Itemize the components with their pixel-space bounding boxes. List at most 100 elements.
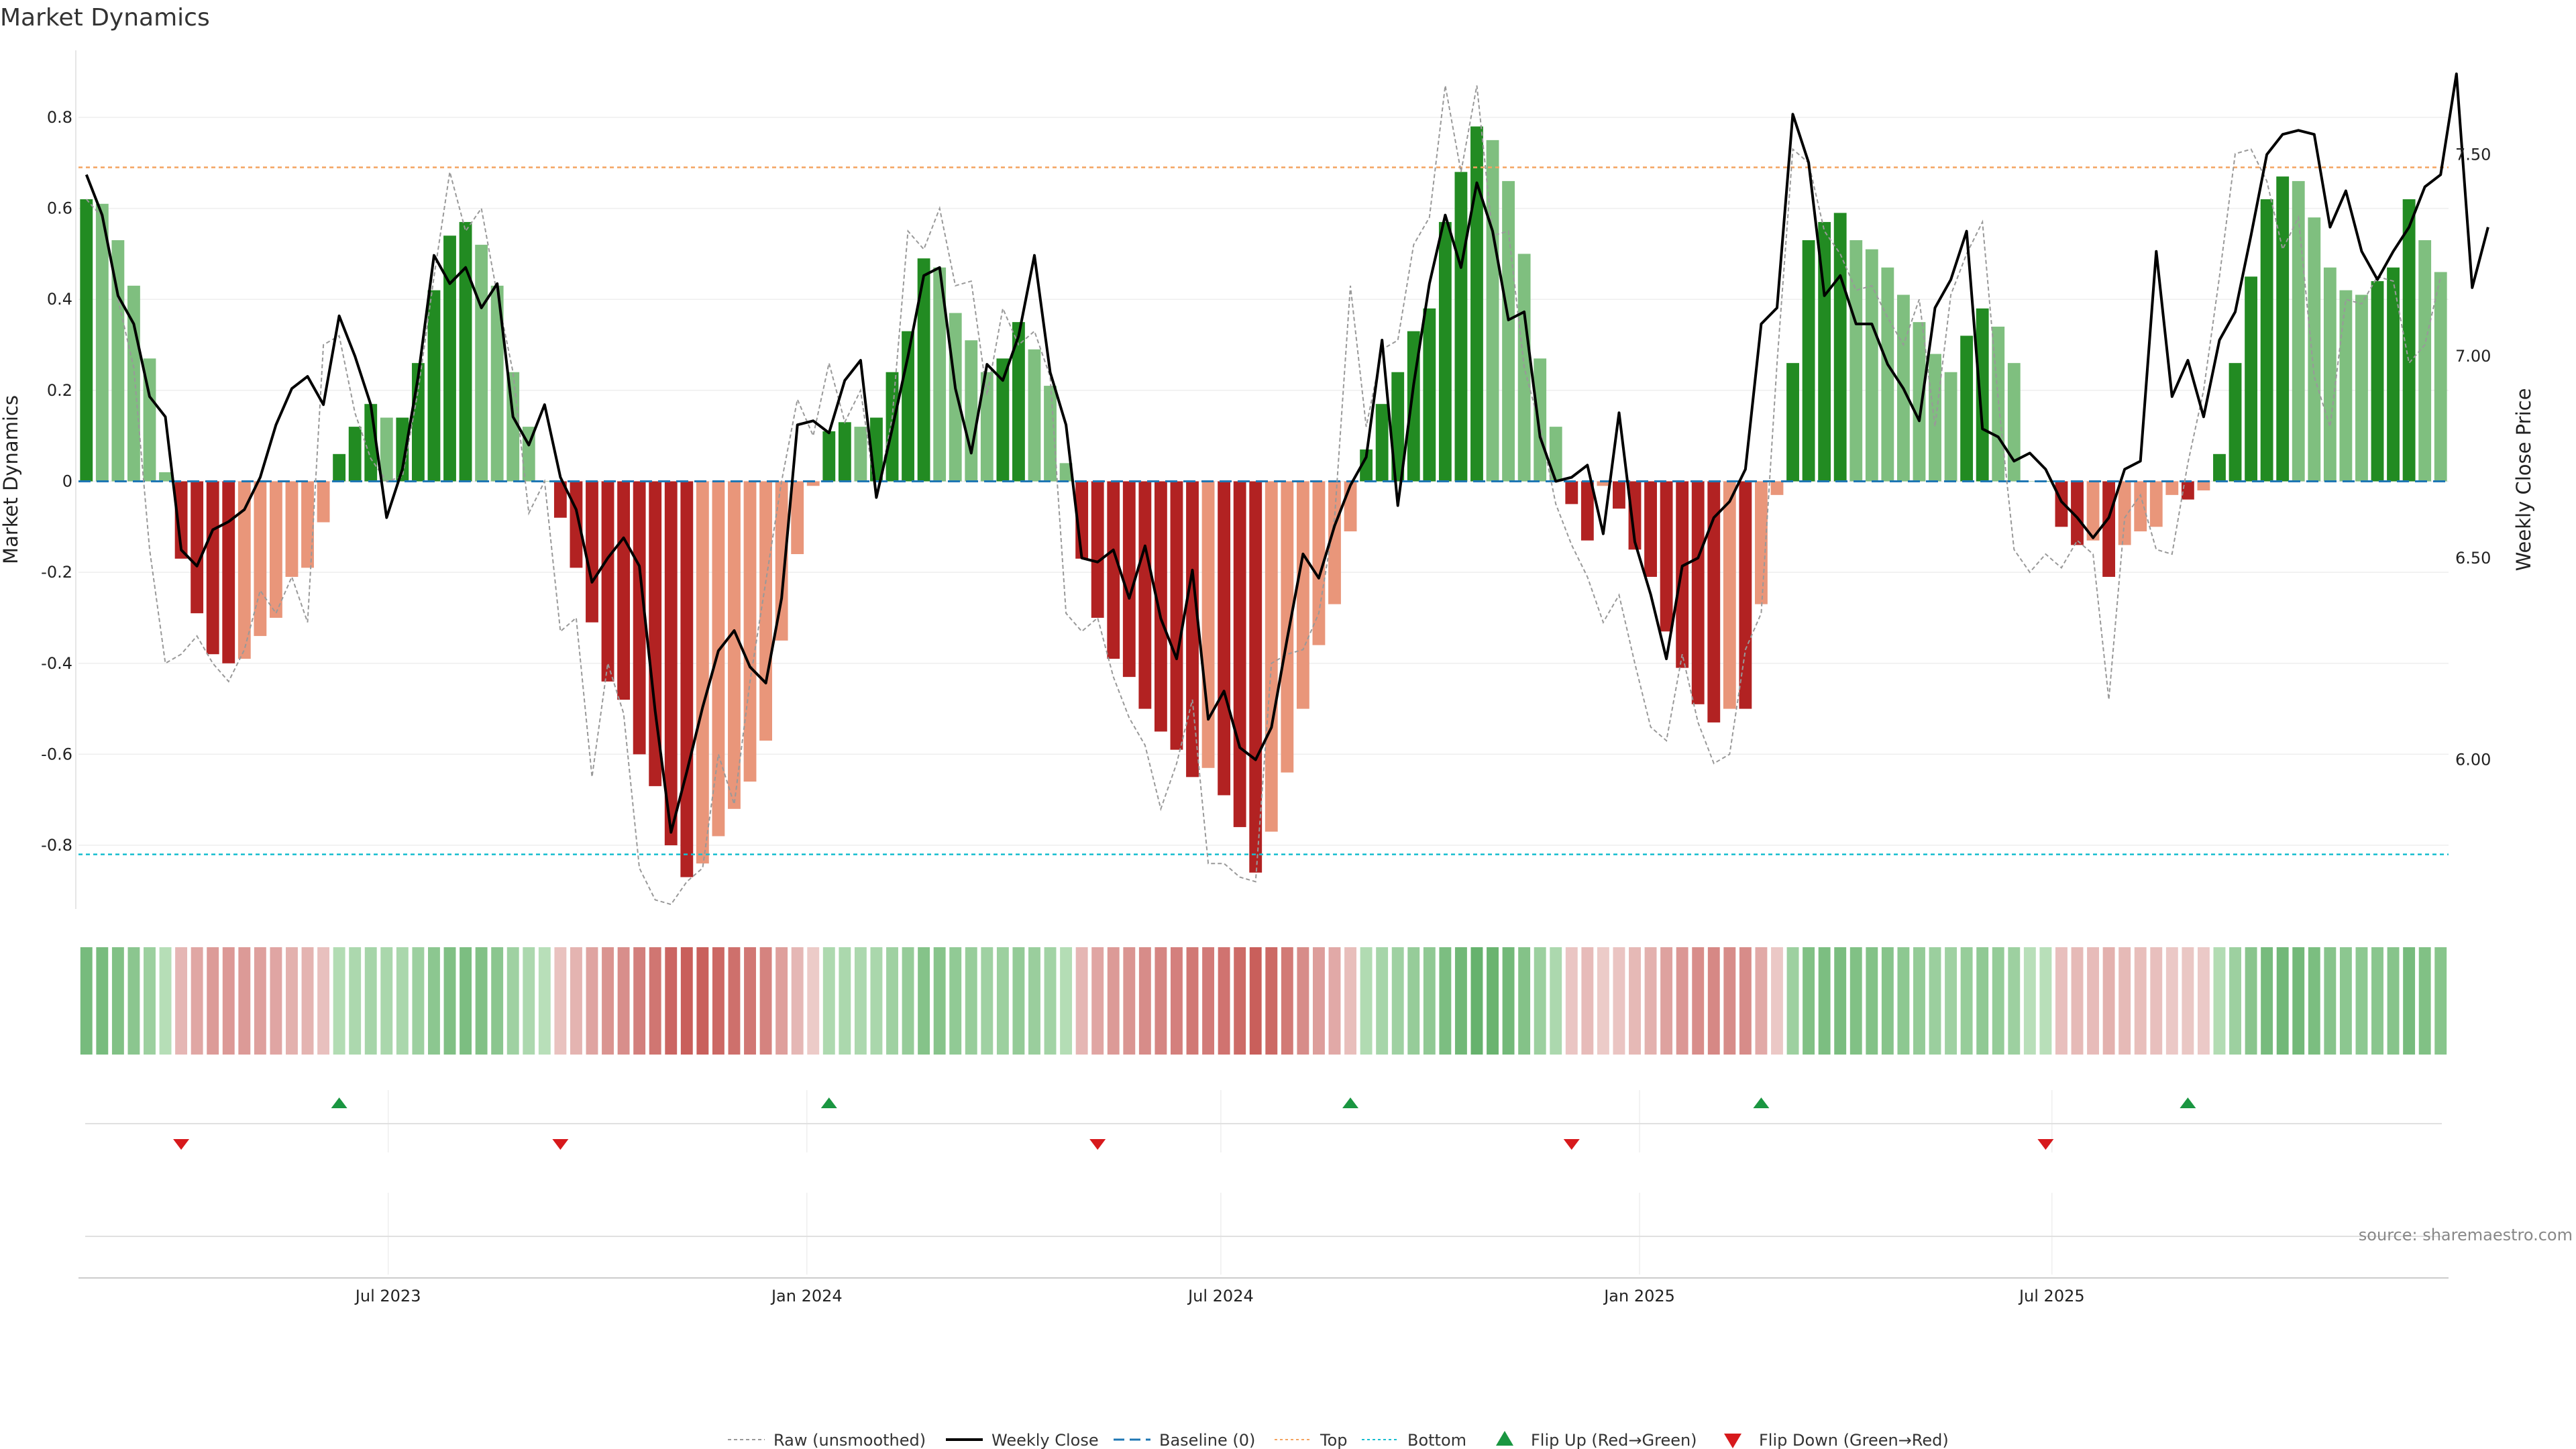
ribbon-cell	[1138, 947, 1151, 1055]
dynamics-bar	[269, 481, 282, 618]
x-tick-label: Jan 2025	[1603, 1287, 1675, 1305]
ribbon-cell	[1454, 947, 1467, 1055]
ribbon-cell	[1075, 947, 1088, 1055]
dynamics-bar	[553, 481, 567, 518]
ribbon-cell	[586, 947, 598, 1055]
dynamics-bar	[2007, 363, 2021, 482]
dynamics-bar	[237, 481, 251, 659]
dynamics-bar	[775, 481, 788, 641]
dynamics-bar	[1470, 126, 1483, 482]
ribbon-cell	[554, 947, 567, 1055]
dynamics-bar	[1644, 481, 1657, 577]
flip-up-marker	[1342, 1097, 1359, 1108]
ribbon-cell	[2150, 947, 2163, 1055]
dynamics-bar	[2055, 481, 2068, 527]
dynamics-bar	[917, 258, 930, 482]
dynamics-bar	[949, 313, 962, 482]
ribbon-cell	[427, 947, 440, 1055]
ribbon-cell	[2055, 947, 2068, 1055]
ribbon-cell	[1897, 947, 1910, 1055]
dynamics-bar	[2434, 272, 2447, 482]
ribbon-cell	[2165, 947, 2178, 1055]
dynamics-bar	[459, 221, 472, 482]
ribbon-cell	[2182, 947, 2194, 1055]
dynamics-bar	[1786, 363, 1799, 482]
dynamics-bar	[2418, 240, 2432, 482]
dynamics-bar	[159, 472, 172, 482]
ribbon-cell	[996, 947, 1009, 1055]
dynamics-bar	[1312, 481, 1326, 645]
ribbon-cell	[1218, 947, 1230, 1055]
ribbon-cell	[1360, 947, 1373, 1055]
ribbon-cell	[2134, 947, 2147, 1055]
ribbon-cell	[949, 947, 962, 1055]
ribbon-cell	[1945, 947, 1957, 1055]
ribbon-cell	[1107, 947, 1120, 1055]
y-tick-label-left: 0.6	[47, 199, 72, 218]
dynamics-bar	[2071, 481, 2084, 545]
dynamics-bar	[1375, 404, 1389, 482]
ribbon-cell	[301, 947, 314, 1055]
dynamics-bar	[80, 199, 93, 482]
ribbon-cell	[1518, 947, 1531, 1055]
dynamics-bar	[1944, 372, 1957, 482]
ribbon-cell	[570, 947, 582, 1055]
dynamics-bar	[617, 481, 631, 700]
ribbon-cell	[1629, 947, 1641, 1055]
legend: Raw (unsmoothed) Weekly Close Baseline (…	[728, 1431, 1949, 1449]
dynamics-bar	[1218, 481, 1231, 796]
ribbon-cell	[1755, 947, 1768, 1055]
ribbon-cell	[2276, 947, 2289, 1055]
ribbon-cell	[2102, 947, 2115, 1055]
legend-baseline-label: Baseline (0)	[1159, 1431, 1255, 1449]
flip-up-marker	[2180, 1097, 2196, 1108]
ribbon-cell	[1502, 947, 1515, 1055]
ribbon-cell	[2355, 947, 2368, 1055]
dynamics-bar	[1296, 481, 1309, 709]
dynamics-bar	[333, 453, 346, 482]
ribbon-cell	[80, 947, 93, 1055]
dynamics-bar	[2086, 481, 2100, 541]
ribbon-cell	[680, 947, 693, 1055]
ribbon-cell	[1676, 947, 1688, 1055]
ribbon-cell	[1803, 947, 1815, 1055]
ribbon-cell	[127, 947, 140, 1055]
ribbon-cell	[1487, 947, 1499, 1055]
ribbon-cell	[1297, 947, 1309, 1055]
dynamics-bar	[1012, 322, 1025, 482]
ribbon-cell	[696, 947, 709, 1055]
flip-up-marker	[1753, 1097, 1770, 1108]
dynamics-bar	[1929, 354, 1941, 482]
ribbon-cell	[2292, 947, 2305, 1055]
ribbon-cell	[1186, 947, 1199, 1055]
dynamics-bar	[396, 417, 409, 482]
ribbon-cell	[1929, 947, 1941, 1055]
dynamics-bar	[1454, 172, 1468, 482]
ribbon-cell	[270, 947, 282, 1055]
dynamics-bar	[1802, 240, 1815, 482]
x-tick-label: Jul 2025	[2018, 1287, 2085, 1305]
ribbon-cell	[523, 947, 535, 1055]
dynamics-bar	[822, 431, 836, 482]
ribbon-cell	[933, 947, 946, 1055]
ribbon-cell	[965, 947, 977, 1055]
ribbon-cell	[775, 947, 788, 1055]
dynamics-bar	[1107, 481, 1120, 659]
dynamics-bar	[854, 427, 867, 482]
flip-down-marker	[1563, 1139, 1580, 1150]
ribbon-cell	[475, 947, 488, 1055]
ribbon-cell	[2371, 947, 2383, 1055]
ribbon-cell	[665, 947, 678, 1055]
dynamics-bar	[933, 267, 947, 482]
dynamics-bar	[601, 481, 614, 682]
dynamics-bar	[1818, 221, 1831, 482]
dynamics-bar	[2355, 294, 2368, 482]
dynamics-bar	[1565, 481, 1578, 504]
ribbon-cell	[1376, 947, 1389, 1055]
ribbon-cell	[1581, 947, 1594, 1055]
ribbon-cell	[2261, 947, 2273, 1055]
legend-bottom-label: Bottom	[1407, 1431, 1466, 1449]
ribbon-cell	[791, 947, 804, 1055]
ribbon-cell	[191, 947, 203, 1055]
